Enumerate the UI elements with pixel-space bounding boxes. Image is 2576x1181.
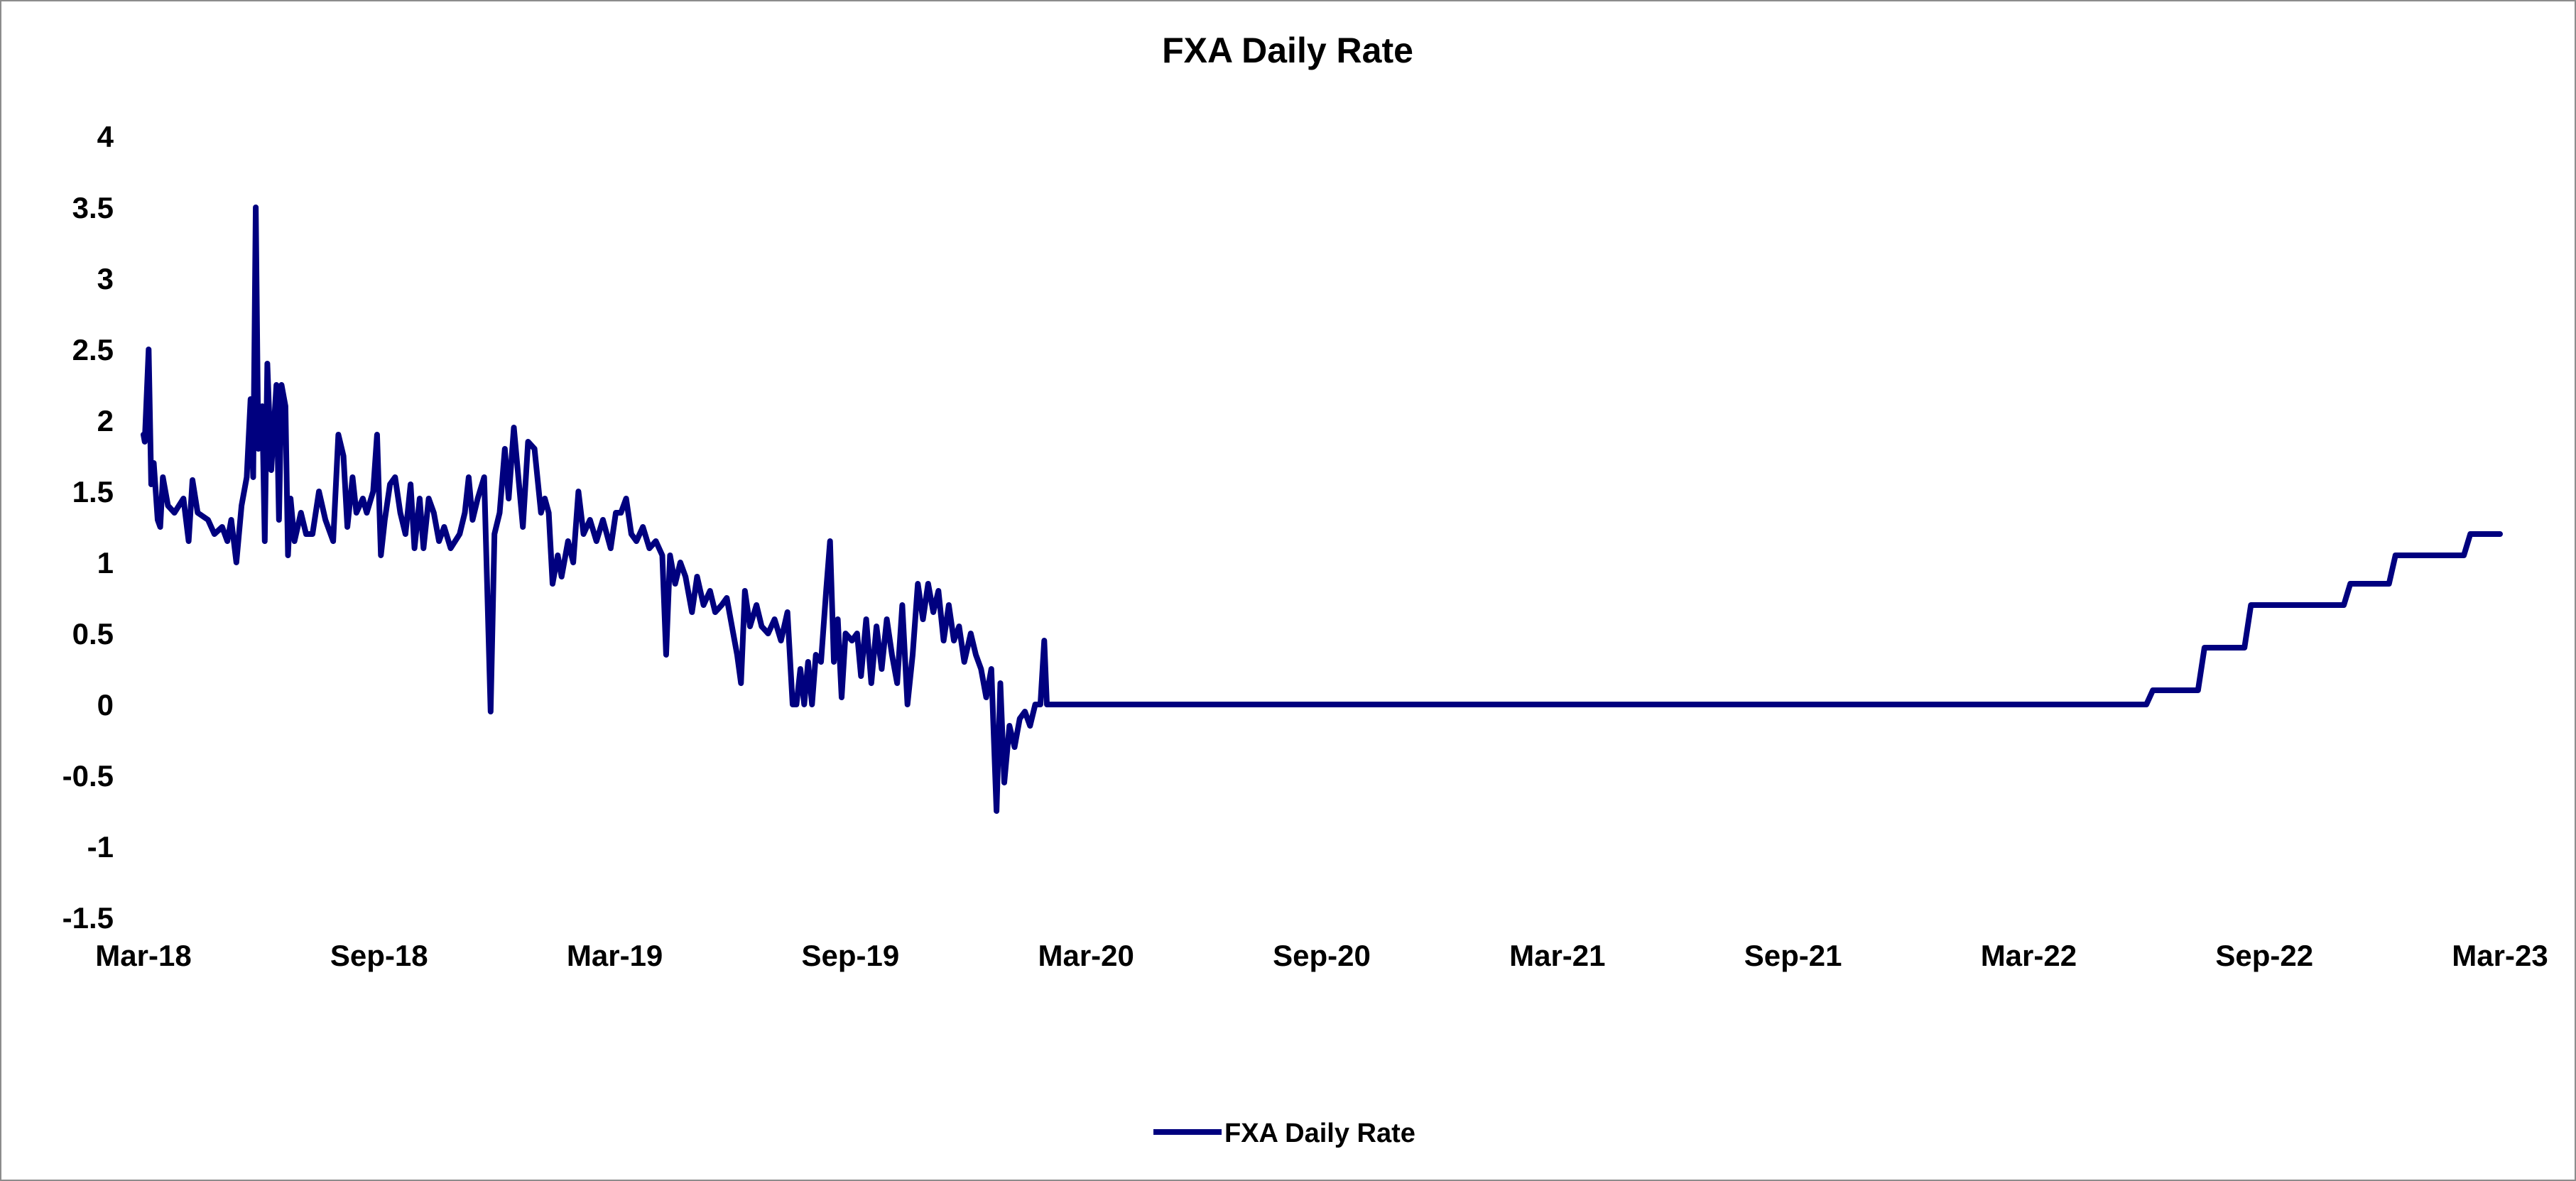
legend-label: FXA Daily Rate (1224, 1119, 1415, 1148)
x-tick-label: Sep-21 (1744, 939, 1842, 972)
x-tick-label: Mar-22 (1981, 939, 2077, 972)
plot-area (141, 205, 2503, 814)
y-tick-label: 4 (97, 120, 114, 153)
y-axis-ticks: 4 3.5 3 2.5 2 1.5 1 0.5 0 -0.5 -1 -1.5 (63, 120, 114, 935)
y-tick-label: -1 (87, 830, 114, 864)
x-tick-label: Sep-20 (1273, 939, 1371, 972)
y-tick-label: 1.5 (72, 475, 114, 508)
y-tick-label: 0 (97, 688, 114, 722)
y-tick-label: 3 (97, 262, 114, 295)
series-line-0 (141, 205, 2503, 814)
y-tick-label: -1.5 (63, 901, 114, 935)
x-tick-label: Mar-18 (95, 939, 191, 972)
y-tick-label: 2 (97, 404, 114, 437)
y-tick-label: 1 (97, 546, 114, 579)
x-tick-label: Sep-22 (2215, 939, 2313, 972)
x-tick-label: Mar-19 (567, 939, 663, 972)
legend: FXA Daily Rate (1153, 1119, 1415, 1148)
x-axis-ticks: Mar-18 Sep-18 Mar-19 Sep-19 Mar-20 Sep-20 Mar-… (95, 939, 2548, 972)
x-tick-label: Sep-19 (802, 939, 900, 972)
x-tick-label: Mar-23 (2452, 939, 2548, 972)
y-tick-label: 0.5 (72, 617, 114, 651)
y-tick-label: 2.5 (72, 333, 114, 366)
y-tick-label: 3.5 (72, 191, 114, 224)
x-tick-label: Sep-18 (330, 939, 428, 972)
chart-title: FXA Daily Rate (1162, 31, 1413, 70)
y-tick-label: -0.5 (63, 759, 114, 793)
x-tick-label: Mar-21 (1509, 939, 1605, 972)
x-tick-label: Mar-20 (1038, 939, 1134, 972)
